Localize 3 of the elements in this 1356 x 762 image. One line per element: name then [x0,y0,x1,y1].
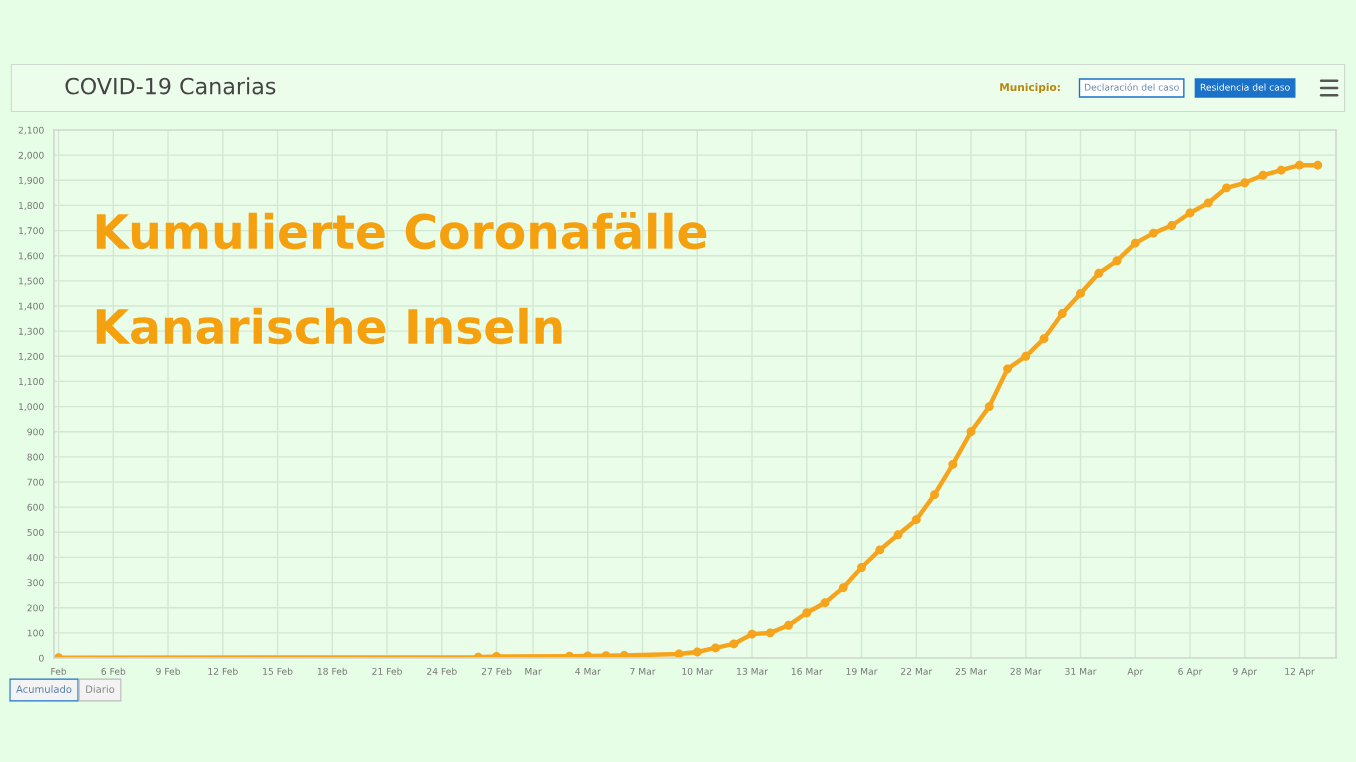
annotation: Kumulierte Coronafälle [96,212,707,250]
chart-title: COVID-19 Canarias [65,77,276,95]
annotation: Kanarische Inseln [96,307,562,345]
